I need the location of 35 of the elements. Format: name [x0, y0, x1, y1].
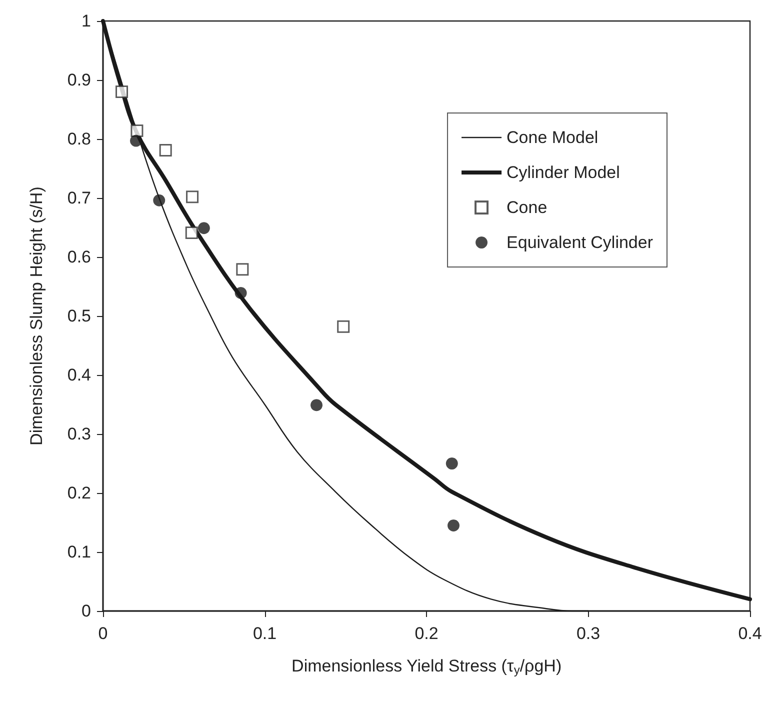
point: [153, 194, 166, 206]
legend-label: Cylinder Model: [506, 163, 620, 182]
x-tick-label: 0: [98, 624, 108, 643]
point: [185, 226, 198, 240]
point: [130, 134, 142, 147]
point: [116, 86, 128, 98]
legend-label: Cone: [506, 198, 548, 217]
x-tick-label: 0.2: [414, 624, 438, 643]
y-tick-label: 0.2: [67, 484, 91, 502]
y-tick-label: 0: [82, 602, 91, 620]
y-tick-label: 0.4: [67, 366, 91, 384]
x-tick-label: 0.3: [576, 624, 600, 643]
point: [448, 519, 460, 532]
point: [446, 458, 458, 470]
point: [236, 263, 249, 276]
point: [198, 222, 210, 234]
y-tick-label: 0.5: [67, 306, 91, 326]
point: [159, 144, 172, 156]
x-tick-label: 0.1: [252, 624, 277, 643]
point: [310, 399, 323, 412]
y-tick-label: 1: [82, 12, 91, 30]
y-axis-title: Dimensionless Slump Height (s/H): [27, 186, 46, 446]
point: [186, 190, 199, 204]
y-tick-label: 0.6: [67, 248, 91, 266]
y-tick-label: 0.7: [67, 188, 91, 208]
x-tick-label: 0.4: [738, 624, 762, 643]
point: [337, 320, 350, 333]
y-tick-label: 0.1: [67, 542, 91, 562]
point: [234, 286, 247, 299]
y-tick-label: 0.9: [67, 70, 91, 90]
legend-label: Cone Model: [506, 128, 598, 147]
point: [130, 124, 144, 137]
y-tick-label: 0.8: [67, 130, 91, 148]
legend-label: Equivalent Cylinder: [506, 233, 654, 252]
y-tick-label: 0.3: [67, 424, 91, 444]
